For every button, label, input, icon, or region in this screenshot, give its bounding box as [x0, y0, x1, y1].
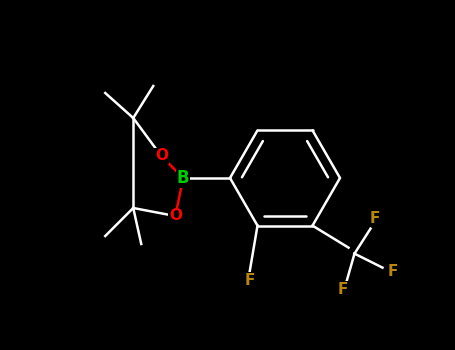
Text: F: F	[337, 282, 348, 297]
Text: B: B	[177, 169, 190, 187]
Text: F: F	[387, 264, 398, 279]
Text: O: O	[155, 148, 168, 163]
Text: F: F	[244, 273, 255, 288]
Text: O: O	[169, 209, 182, 224]
Text: F: F	[369, 211, 379, 226]
